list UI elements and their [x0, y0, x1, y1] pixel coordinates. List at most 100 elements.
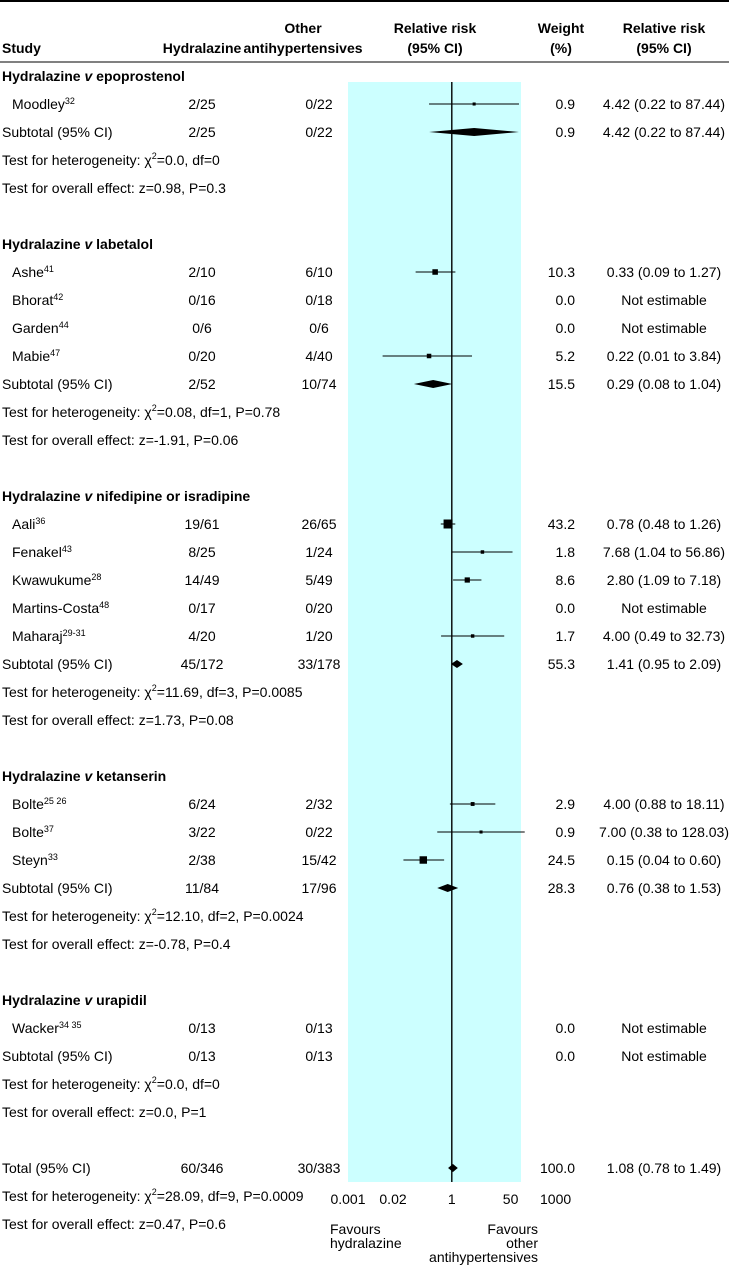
study-weight: 2.9: [556, 796, 576, 812]
study-rr-text: Not estimable: [621, 1020, 707, 1036]
study-rr-text: 4.00 (0.88 to 18.11): [603, 796, 724, 812]
study-other-events: 26/65: [301, 516, 336, 532]
overall-effect-test: Test for overall effect: z=0.0, P=1: [2, 1104, 207, 1120]
point-estimate: [470, 634, 475, 638]
study-weight: 0.0: [556, 292, 576, 308]
group-title: Hydralazine v epoprostenol: [2, 68, 185, 84]
header-study: Study: [2, 40, 41, 56]
study-hydralazine-events: 2/25: [188, 96, 215, 112]
study-hydralazine-events: 2/38: [188, 852, 215, 868]
subtotal-other-events: 0/22: [305, 124, 332, 140]
study-name: Mabie47: [12, 348, 60, 364]
point-estimate: [472, 102, 476, 106]
study-name: Steyn33: [12, 852, 58, 868]
overall-effect-test: Test for overall effect: z=1.73, P=0.08: [2, 712, 234, 728]
x-tick-label: 50: [503, 1191, 519, 1207]
point-estimate: [479, 830, 483, 834]
study-hydralazine-events: 0/6: [192, 320, 212, 336]
study-other-events: 15/42: [301, 852, 336, 868]
heterogeneity-test: Test for heterogeneity: χ2=11.69, df=3, …: [2, 683, 303, 700]
subtotal-other-events: 17/96: [301, 880, 336, 896]
subtotal-weight: 28.3: [548, 880, 575, 896]
subtotal-other-events: 0/13: [305, 1048, 332, 1064]
study-weight: 5.2: [556, 348, 576, 364]
study-weight: 0.9: [556, 96, 576, 112]
heterogeneity-test: Test for heterogeneity: χ2=0.0, df=0: [2, 1075, 220, 1092]
study-hydralazine-events: 0/17: [188, 600, 215, 616]
point-estimate: [426, 353, 432, 359]
favours-right-label: Favours: [487, 1221, 538, 1237]
study-other-events: 0/20: [305, 600, 332, 616]
summary-diamond: [437, 884, 459, 892]
subtotal-hydralazine-events: 11/84: [185, 880, 219, 896]
study-other-events: 0/6: [309, 320, 329, 336]
overall-effect-test: Test for overall effect: z=-0.78, P=0.4: [2, 936, 231, 952]
summary-diamond: [448, 1164, 458, 1172]
header-rr-plot-line2: (95% CI): [407, 40, 462, 56]
study-name: Martins-Costa48: [12, 600, 109, 616]
study-hydralazine-events: 6/24: [188, 796, 215, 812]
heterogeneity-test: Test for heterogeneity: χ2=0.08, df=1, P…: [2, 403, 280, 420]
study-other-events: 6/10: [305, 264, 332, 280]
group-title: Hydralazine v labetalol: [2, 236, 153, 252]
x-tick-label: 1: [448, 1191, 456, 1207]
study-rr-text: 0.78 (0.48 to 1.26): [607, 516, 721, 532]
study-other-events: 1/20: [305, 628, 332, 644]
study-name: Garden44: [12, 320, 69, 336]
study-other-events: 0/22: [305, 96, 332, 112]
point-estimate: [480, 550, 485, 554]
plot-shade: [348, 82, 521, 1182]
study-rr-text: 7.00 (0.38 to 128.03): [599, 824, 729, 840]
header-weight-line1: Weight: [538, 20, 585, 36]
total-rr-text: 1.08 (0.78 to 1.49): [607, 1160, 721, 1176]
subtotal-hydralazine-events: 2/25: [188, 124, 215, 140]
summary-diamond: [429, 128, 519, 136]
group-title: Hydralazine v urapidil: [2, 992, 147, 1008]
study-weight: 0.9: [556, 824, 576, 840]
study-hydralazine-events: 14/49: [184, 572, 219, 588]
study-name: Kwawukume28: [12, 572, 101, 588]
subtotal-label: Subtotal (95% CI): [2, 880, 113, 896]
header-hydralazine: Hydralazine: [163, 40, 242, 56]
study-hydralazine-events: 4/20: [188, 628, 215, 644]
total-other-events: 30/383: [298, 1160, 341, 1176]
study-weight: 1.8: [556, 544, 576, 560]
overall-effect-test: Test for overall effect: z=0.98, P=0.3: [2, 180, 226, 196]
heterogeneity-test: Test for heterogeneity: χ2=12.10, df=2, …: [2, 907, 304, 924]
point-estimate: [470, 802, 475, 806]
subtotal-rr-text: 1.41 (0.95 to 2.09): [607, 656, 721, 672]
study-weight: 0.0: [556, 600, 576, 616]
study-rr-text: 7.68 (1.04 to 56.86): [603, 544, 725, 560]
subtotal-rr-text: 0.29 (0.08 to 1.04): [607, 376, 721, 392]
x-tick-label: 0.001: [330, 1191, 365, 1207]
study-name: Bhorat42: [12, 292, 63, 308]
header-rr-text-line2: (95% CI): [636, 40, 691, 56]
study-rr-text: 4.00 (0.49 to 32.73): [603, 628, 725, 644]
point-estimate: [432, 269, 438, 275]
study-weight: 24.5: [548, 852, 575, 868]
study-rr-text: Not estimable: [621, 292, 707, 308]
study-rr-text: 2.80 (1.09 to 7.18): [607, 572, 721, 588]
group-title: Hydralazine v ketanserin: [2, 768, 166, 784]
heterogeneity-test: Test for heterogeneity: χ2=28.09, df=9, …: [2, 1187, 304, 1204]
subtotal-weight: 15.5: [548, 376, 575, 392]
x-tick-label: 0.02: [379, 1191, 406, 1207]
subtotal-rr-text: 4.42 (0.22 to 87.44): [603, 124, 725, 140]
study-hydralazine-events: 0/20: [188, 348, 215, 364]
group-title: Hydralazine v nifedipine or isradipine: [2, 488, 250, 504]
study-rr-text: 4.42 (0.22 to 87.44): [603, 96, 725, 112]
point-estimate: [443, 519, 453, 529]
study-name: Fenakel43: [12, 544, 72, 560]
subtotal-label: Subtotal (95% CI): [2, 376, 113, 392]
point-estimate: [419, 856, 428, 864]
header-rr-text-line1: Relative risk: [623, 20, 706, 36]
favours-right-label: other: [506, 1235, 538, 1251]
study-name: Bolte37: [12, 824, 54, 840]
study-hydralazine-events: 19/61: [184, 516, 219, 532]
overall-effect-test: Test for overall effect: z=-1.91, P=0.06: [2, 432, 239, 448]
header-other-line1: Other: [284, 20, 322, 36]
study-hydralazine-events: 8/25: [188, 544, 215, 560]
study-name: Ashe41: [12, 264, 54, 280]
study-hydralazine-events: 0/16: [188, 292, 215, 308]
